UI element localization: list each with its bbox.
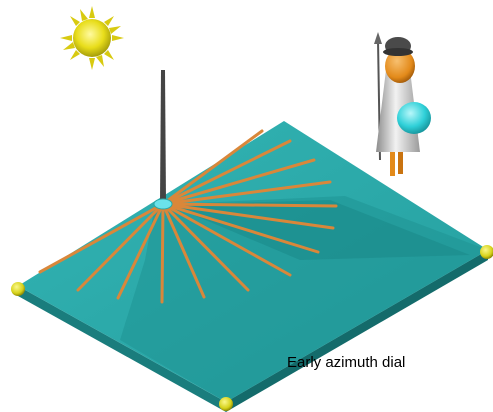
gnomon [153,70,173,210]
hour-line [160,202,165,304]
hour-line [161,158,316,206]
hour-line [161,202,335,230]
corner-foot [219,397,233,411]
plate-side-front-left [18,286,226,412]
hour-line [161,129,264,206]
plate-shadow [120,196,488,402]
observer-hat-brim [383,48,413,56]
hour-line [116,202,165,300]
hour-line [38,202,165,274]
dial-plate [18,121,488,412]
hour-line [161,139,292,206]
corner-feet [11,245,493,411]
sun-icon [60,6,124,70]
hour-lines [38,129,338,304]
observer-spear-tip [374,32,382,44]
corner-foot [480,245,493,259]
hour-line [161,202,250,292]
corner-foot [11,282,25,296]
hour-line [161,202,206,299]
gnomon-base [153,198,173,210]
observer-leg [390,150,395,176]
observer-head [385,49,415,83]
hour-line [76,202,165,292]
plate-side-front-right [226,250,488,412]
gnomon-rod [160,70,166,202]
diagram-caption: Early azimuth dial [287,354,406,371]
hour-line [161,202,320,254]
hour-line [161,202,292,277]
hour-line [161,180,332,206]
observer-leg [398,150,403,174]
observer-robe [397,102,431,134]
observer-figure [374,32,431,176]
hour-line [161,202,338,208]
